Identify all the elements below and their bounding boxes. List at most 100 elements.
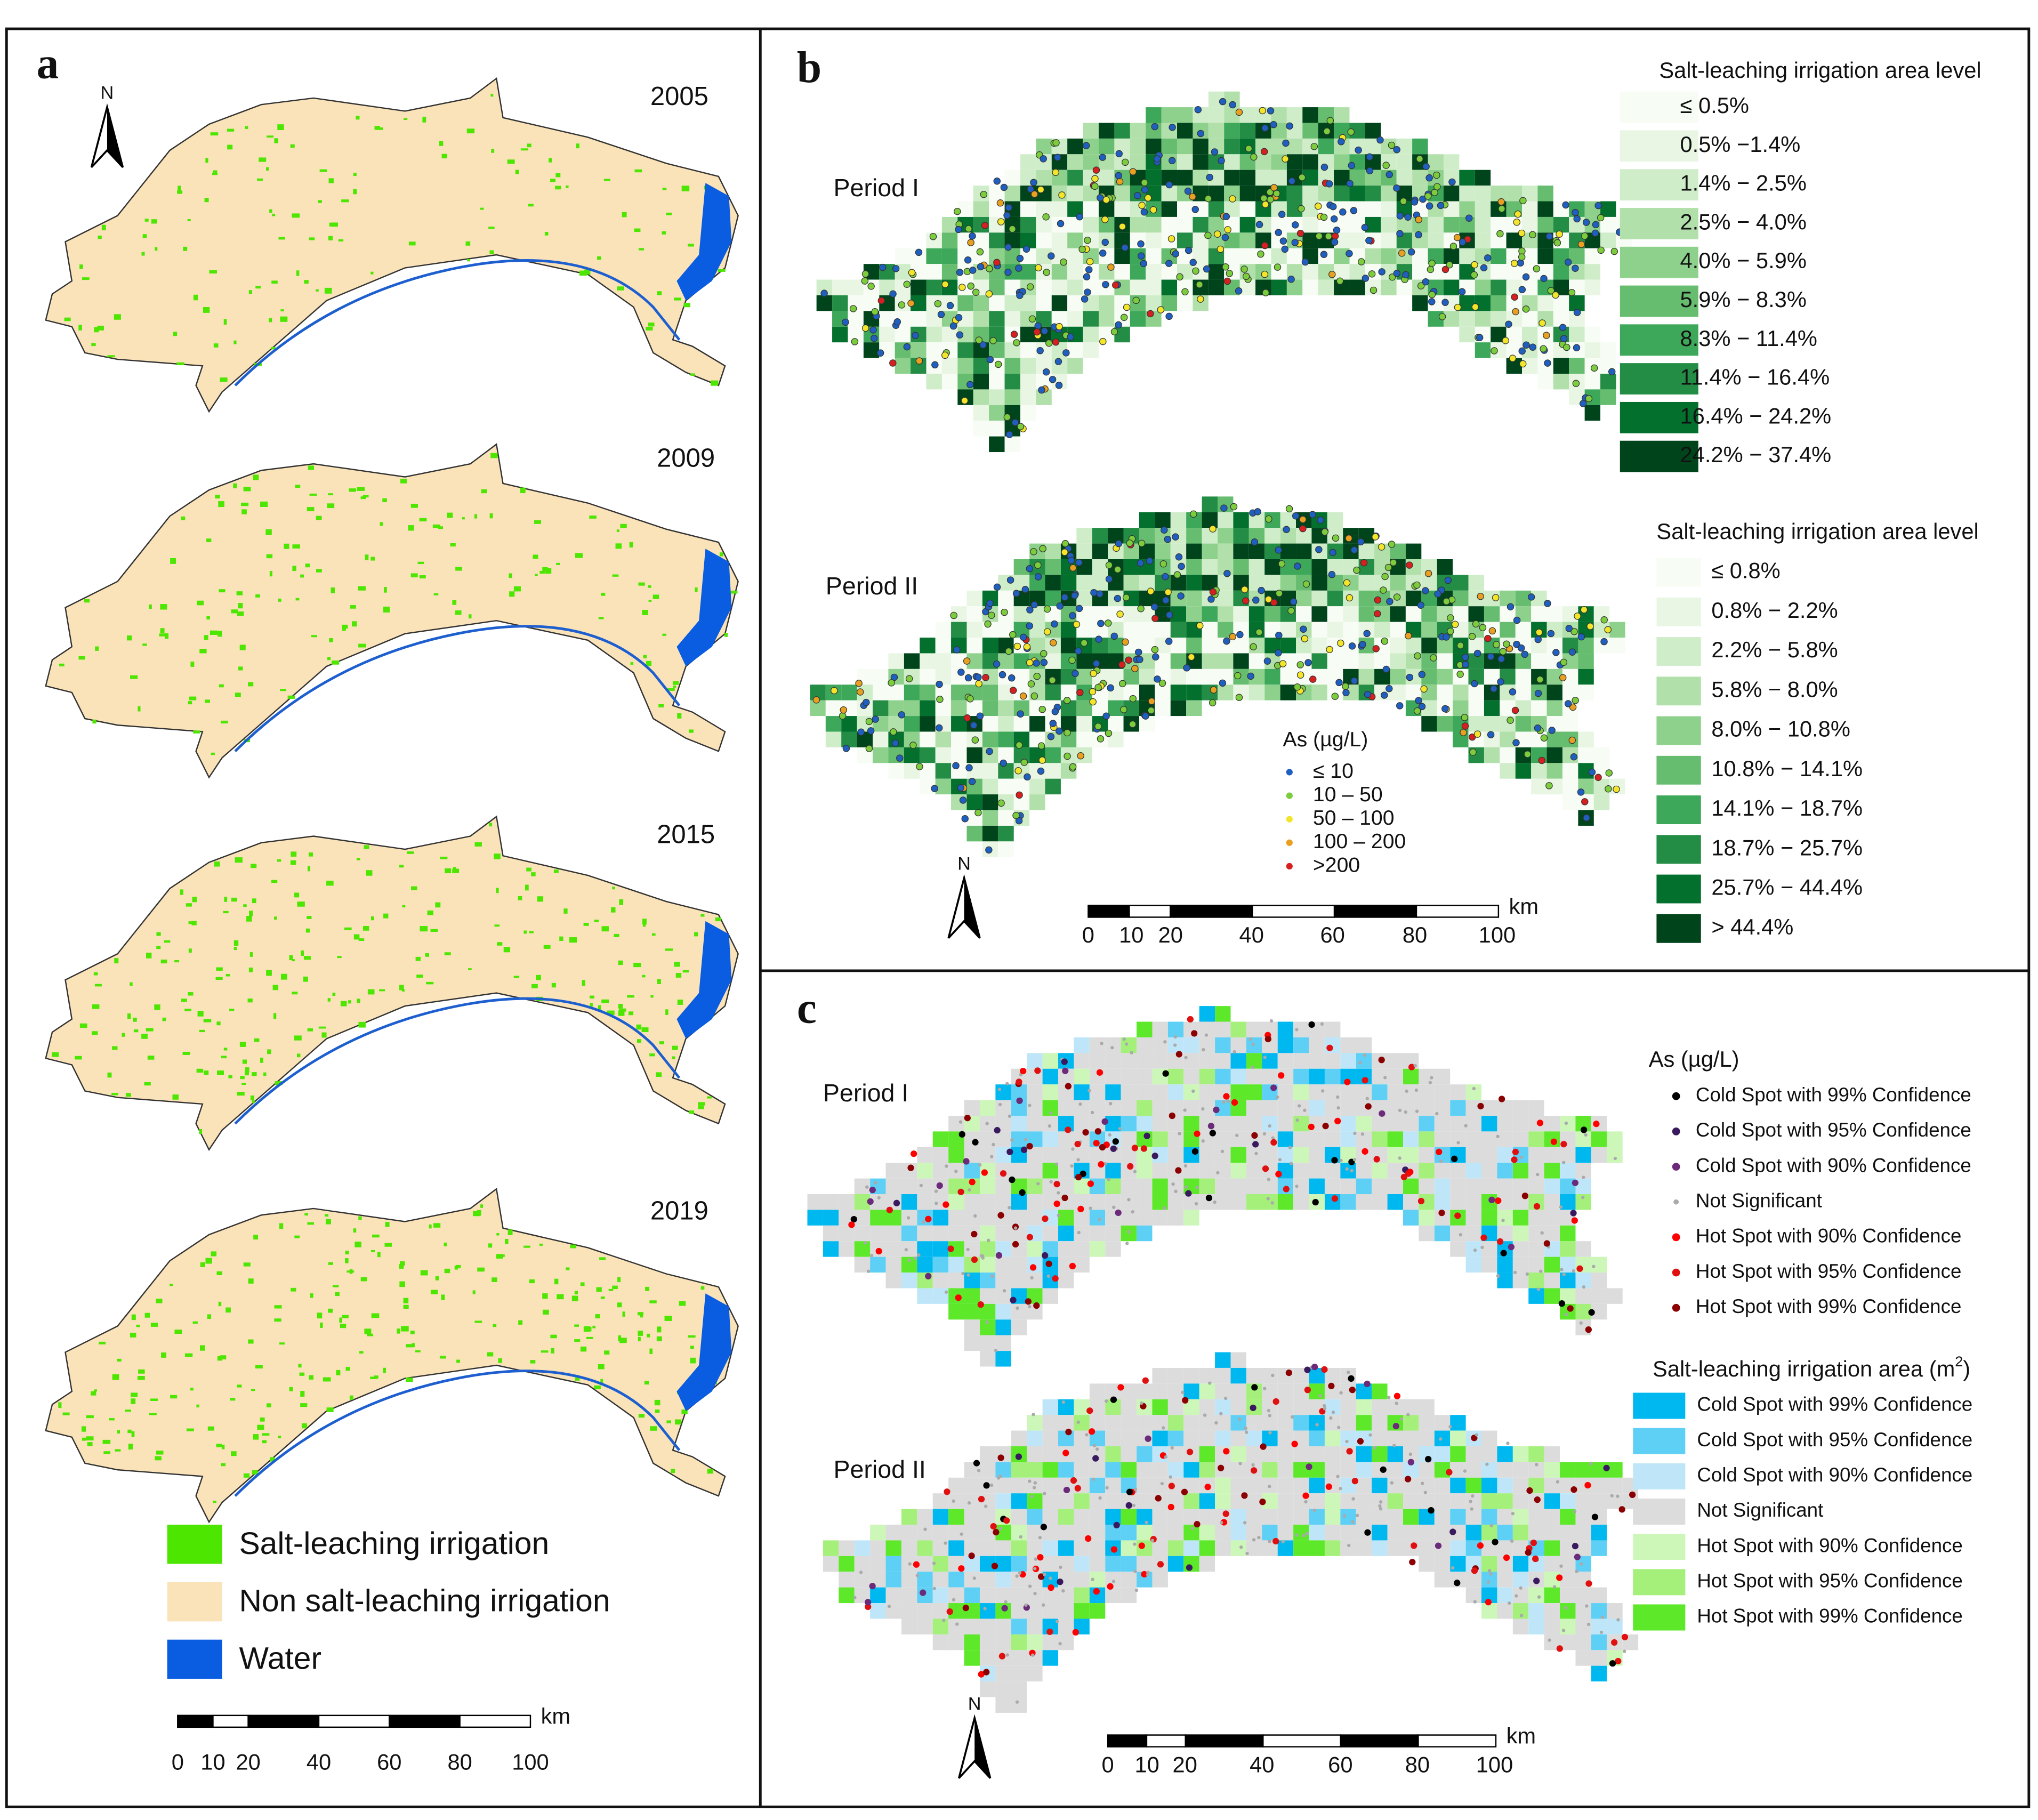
- map-cell: [1215, 1540, 1231, 1556]
- sample-point: [977, 1301, 984, 1308]
- map-cell: [1340, 1525, 1356, 1541]
- map-cell: [1475, 342, 1491, 358]
- map-cell: [1042, 1477, 1059, 1494]
- sample-point: [1577, 633, 1585, 641]
- sample-point: [1080, 639, 1088, 647]
- sample-point: [877, 1196, 881, 1199]
- map-cell: [901, 1572, 917, 1588]
- irrigation-patch: [237, 611, 244, 616]
- irrigation-patch: [677, 1000, 683, 1005]
- irrigation-patch: [674, 962, 680, 967]
- map-cell: [1365, 216, 1381, 233]
- map-cell: [1105, 1556, 1121, 1572]
- map-cell: [1011, 1697, 1027, 1713]
- irrigation-patch: [657, 979, 661, 985]
- sample-point: [969, 232, 976, 240]
- irrigation-patch: [429, 1224, 432, 1229]
- sample-point: [889, 290, 897, 298]
- sample-point: [1147, 587, 1155, 595]
- map-cell: [1327, 653, 1343, 669]
- irrigation-patch: [317, 1312, 323, 1319]
- sample-point: [861, 277, 869, 285]
- sample-point: [1223, 1448, 1230, 1455]
- sample-point: [1268, 1431, 1272, 1435]
- map-cell: [1497, 1178, 1513, 1195]
- sample-point: [1281, 245, 1288, 253]
- sample-point: [1147, 310, 1154, 318]
- sample-point: [1368, 1433, 1372, 1437]
- map-cell: [1356, 1163, 1372, 1179]
- irrigation-patch: [415, 956, 421, 961]
- sample-point: [998, 671, 1006, 679]
- map-cell: [1578, 684, 1594, 700]
- sample-point: [1393, 593, 1401, 601]
- sample-point: [1376, 136, 1384, 144]
- sample-point: [1219, 98, 1227, 106]
- map-cell: [1067, 358, 1083, 374]
- irrigation-patch: [576, 143, 579, 149]
- sample-point: [1054, 358, 1062, 365]
- map-cell: [1042, 1462, 1059, 1478]
- irrigation-patch: [420, 926, 428, 932]
- map-cell: [1286, 186, 1303, 202]
- map-cell: [1137, 1194, 1153, 1210]
- sample-point: [1342, 689, 1350, 697]
- map-cell: [1199, 1399, 1215, 1415]
- irrigation-patch: [109, 1418, 115, 1421]
- map-cell: [839, 1241, 855, 1257]
- map-cell: [1177, 123, 1193, 139]
- sample-point: [1534, 689, 1542, 697]
- sample-point: [1540, 345, 1547, 352]
- map-cell: [1318, 279, 1334, 295]
- map-cell: [1349, 279, 1365, 295]
- irrigation-patch: [131, 1398, 136, 1404]
- map-cell: [1607, 1618, 1623, 1634]
- sample-point: [1556, 1574, 1563, 1581]
- water: [676, 549, 732, 666]
- irrigation-patch: [356, 116, 360, 120]
- irrigation-patch: [225, 974, 230, 977]
- irrigation-patch: [656, 1336, 662, 1341]
- irrigation-patch: [349, 1395, 353, 1400]
- sample-point: [1100, 1042, 1103, 1045]
- map-cell: [1309, 1383, 1325, 1399]
- sample-point: [1517, 644, 1525, 652]
- irrigation-patch: [126, 635, 132, 641]
- map-cell: [1544, 1540, 1560, 1556]
- map-cell: [911, 311, 927, 327]
- sample-point: [944, 1541, 947, 1545]
- sample-point: [986, 1238, 990, 1242]
- irrigation-patch: [199, 648, 207, 654]
- map-cell: [1453, 684, 1469, 700]
- map-cell: [966, 794, 982, 810]
- irrigation-patch: [384, 1243, 392, 1247]
- map-cell: [1248, 653, 1265, 669]
- map-cell: [863, 295, 880, 311]
- sample-point: [867, 283, 875, 290]
- sample-point: [1009, 1176, 1016, 1183]
- sample-point: [1588, 768, 1596, 776]
- sample-point: [984, 620, 992, 628]
- irrigation-patch: [255, 286, 261, 289]
- sample-point: [1170, 1446, 1174, 1450]
- map-cell: [1177, 154, 1193, 170]
- sample-point: [1251, 1384, 1258, 1391]
- map-cell: [1202, 496, 1218, 512]
- sample-point: [1242, 597, 1250, 605]
- sample-point: [1511, 1156, 1518, 1163]
- sample-point: [1545, 782, 1553, 790]
- map-cell: [964, 1288, 980, 1304]
- map-cell: [1528, 1509, 1544, 1525]
- sample-point: [1600, 638, 1608, 646]
- map-cell: [1484, 716, 1500, 732]
- map-cell: [1058, 1178, 1074, 1195]
- sample-point: [1562, 1273, 1566, 1276]
- map-cell: [1497, 1477, 1513, 1494]
- map-cell: [917, 1257, 933, 1273]
- sample-point: [937, 311, 945, 318]
- map-cell: [1217, 528, 1234, 544]
- irrigation-patch: [214, 861, 220, 867]
- sample-point: [941, 280, 949, 288]
- sample-point: [1503, 1554, 1510, 1561]
- irrigation-patch: [192, 897, 197, 903]
